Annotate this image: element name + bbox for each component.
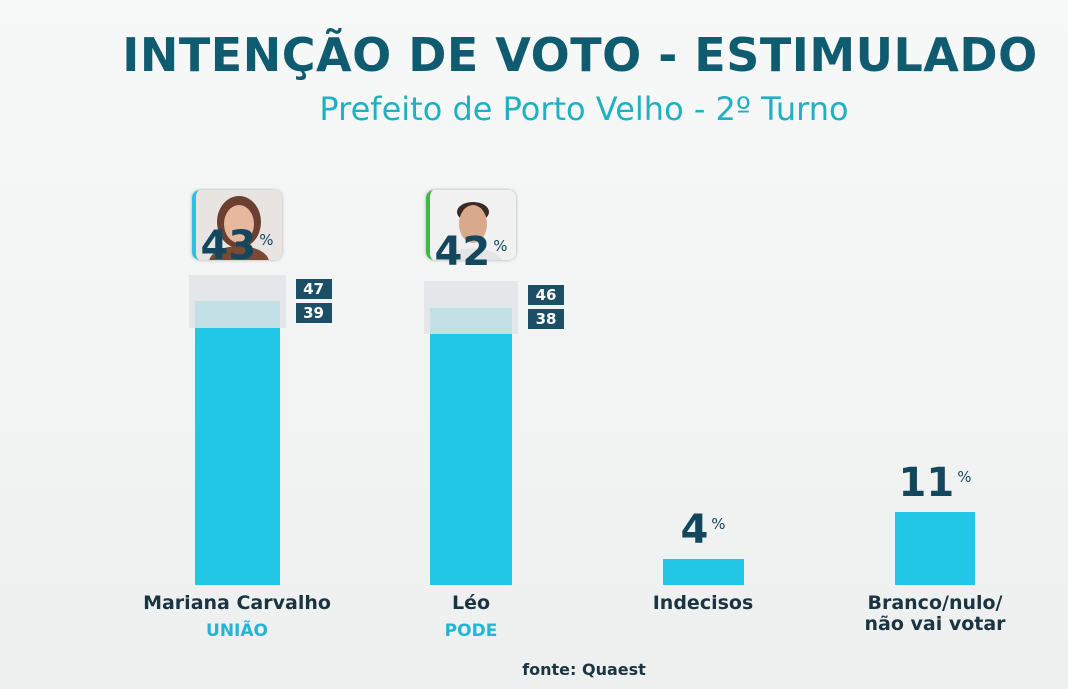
source: fonte: Quaest — [522, 660, 646, 679]
value-number: 11 — [898, 460, 955, 507]
category-label: Léo — [451, 592, 491, 614]
category-label: Mariana Carvalho — [143, 592, 331, 614]
value-label: 43% — [167, 223, 307, 269]
bar — [895, 512, 975, 585]
value-label: 4% — [633, 507, 773, 553]
candidate-photo — [426, 190, 516, 260]
candidate-photo — [192, 190, 282, 260]
value-unit: % — [957, 468, 972, 487]
error-range — [424, 281, 518, 335]
value-number: 4 — [680, 506, 709, 553]
range-high-label: 47 — [295, 278, 332, 299]
party-label: UNIÃO — [206, 621, 268, 641]
bar — [430, 307, 512, 585]
chart-title: INTENÇÃO DE VOTO - ESTIMULADO — [122, 28, 1038, 82]
value-label: 11% — [865, 460, 1005, 506]
value-number: 42 — [434, 229, 491, 276]
category-label: Branco/nulo/ não vai votar — [864, 592, 1006, 635]
value-number: 43 — [200, 222, 257, 269]
value-unit: % — [259, 230, 274, 249]
error-range — [188, 274, 286, 328]
value-unit: % — [711, 514, 726, 533]
value-label: 42% — [401, 229, 541, 275]
range-low-label: 39 — [295, 302, 332, 323]
value-unit: % — [493, 237, 508, 256]
bar — [662, 558, 744, 585]
range-high-label: 46 — [528, 285, 564, 306]
bar — [194, 301, 280, 585]
range-low-label: 38 — [528, 309, 564, 330]
category-label: Indecisos — [652, 592, 754, 614]
party-label: PODE — [444, 621, 498, 641]
chart-subtitle: Prefeito de Porto Velho - 2º Turno — [319, 90, 849, 128]
